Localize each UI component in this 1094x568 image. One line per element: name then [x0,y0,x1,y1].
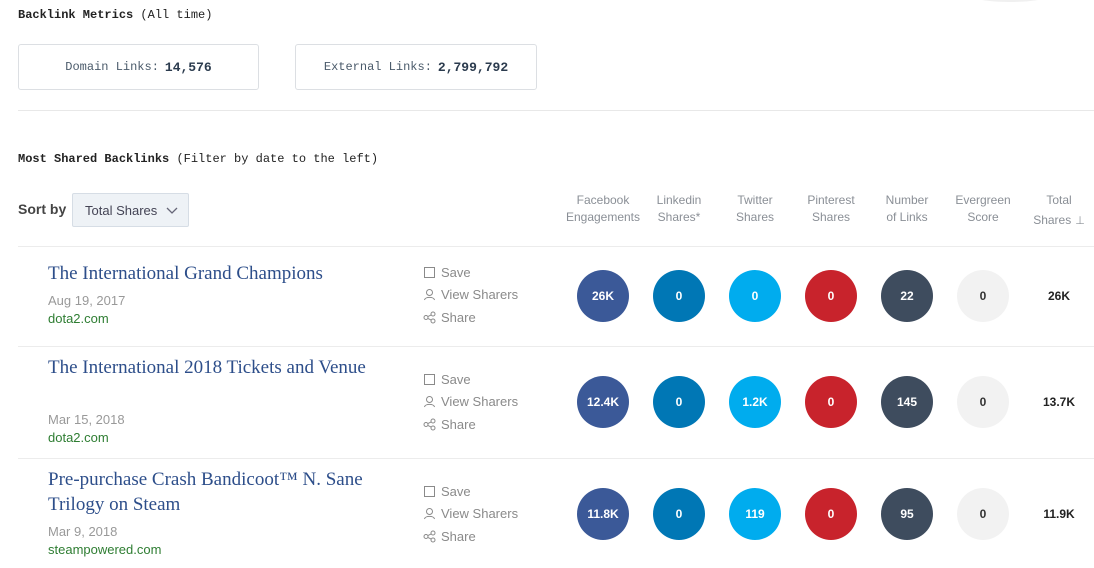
pinterest-metric-circle: 0 [805,270,857,322]
save-action[interactable]: Save [423,372,471,387]
article-title-link[interactable]: Pre-purchase Crash Bandicoot™ N. Sane Tr… [48,469,363,515]
facebook-metric-circle: 26K [577,270,629,322]
save-action-label: Save [441,265,471,280]
domain-links-value: 14,576 [164,59,212,75]
sort-selected-value: Total Shares [85,202,158,218]
view-sharers-action-label: View Sharers [441,287,519,302]
col-facebook-engagements[interactable]: Facebook Engagements [565,193,641,224]
save-action-label: Save [441,372,471,387]
total-shares-value: 13.7K [1042,395,1076,409]
save-action[interactable]: Save [423,484,471,499]
article-domain-link[interactable]: steampowered.com [48,542,162,557]
linkedin-metric-circle: 0 [653,488,705,540]
top-decoration [975,0,1045,2]
share-action-label: Share [441,310,476,325]
bookmark-icon [424,374,435,385]
facebook-metric-circle: 11.8K [577,488,629,540]
user-icon [424,396,435,408]
backlink-metrics-heading: Backlink Metrics (All time) [18,8,213,22]
share-action-label: Share [441,417,476,432]
col-evergreen-score[interactable]: Evergreen Score [955,193,1011,224]
chevron-down-icon [166,207,178,214]
col-pinterest-shares[interactable]: Pinterest Shares [807,193,855,224]
user-icon [424,508,435,520]
bookmark-icon [424,486,435,497]
evergreen-metric-circle: 0 [957,488,1009,540]
share-action[interactable]: Share [423,417,476,432]
linkedin-metric-circle: 0 [653,376,705,428]
article-title-link[interactable]: The International Grand Champions [48,263,323,284]
most-shared-heading: Most Shared Backlinks (Filter by date to… [18,152,379,166]
share-icon [423,418,436,431]
twitter-metric-circle: 1.2K [729,376,781,428]
share-action[interactable]: Share [423,310,476,325]
col-twitter-shares[interactable]: Twitter Shares [735,193,775,224]
article-domain-link[interactable]: dota2.com [48,430,109,445]
share-icon [423,530,436,543]
view-sharers-action[interactable]: View Sharers [423,394,518,409]
external-links-value: 2,799,792 [437,59,509,75]
share-icon [423,311,436,324]
article-title-link[interactable]: The International 2018 Tickets and Venue [48,357,366,378]
share-action[interactable]: Share [423,529,476,544]
article-domain-link[interactable]: dota2.com [48,311,109,326]
sort-dropdown[interactable]: Total Shares [72,193,189,227]
save-action-label: Save [441,484,471,499]
total-shares-value: 11.9K [1043,507,1075,521]
total-shares-value: 26K [1047,289,1070,303]
view-sharers-action-label: View Sharers [441,394,519,409]
domain-links-card: Domain Links: 14,576 [18,44,259,90]
links-metric-circle: 145 [881,376,933,428]
row-divider [18,458,1094,459]
view-sharers-action-label: View Sharers [441,506,519,521]
evergreen-metric-circle: 0 [957,270,1009,322]
row-divider [18,346,1094,347]
pinterest-metric-circle: 0 [805,376,857,428]
links-metric-circle: 22 [881,270,933,322]
view-sharers-action[interactable]: View Sharers [423,506,518,521]
save-action[interactable]: Save [423,265,471,280]
evergreen-metric-circle: 0 [957,376,1009,428]
twitter-metric-circle: 0 [729,270,781,322]
article-date: Mar 9, 2018 [48,524,118,539]
article-date: Aug 19, 2017 [48,293,126,308]
pinterest-metric-circle: 0 [805,488,857,540]
view-sharers-action[interactable]: View Sharers [423,287,518,302]
external-links-card: External Links: 2,799,792 [295,44,537,90]
col-total-shares[interactable]: Total Shares ⊥ [1033,193,1085,227]
sort-label: Sort by [18,201,67,217]
bookmark-icon [424,267,435,278]
article-date: Mar 15, 2018 [48,412,125,427]
twitter-metric-circle: 119 [729,488,781,540]
external-links-label: External Links: [323,60,432,74]
col-linkedin-shares[interactable]: Linkedin Shares* [656,193,702,224]
links-metric-circle: 95 [881,488,933,540]
user-icon [424,289,435,301]
section-divider [18,110,1094,111]
domain-links-label: Domain Links: [65,60,159,74]
share-action-label: Share [441,529,476,544]
linkedin-metric-circle: 0 [653,270,705,322]
facebook-metric-circle: 12.4K [577,376,629,428]
sort-descending-icon: ⊥ [1075,215,1085,227]
row-divider [18,246,1094,247]
col-number-of-links[interactable]: Number of Links [885,193,929,224]
